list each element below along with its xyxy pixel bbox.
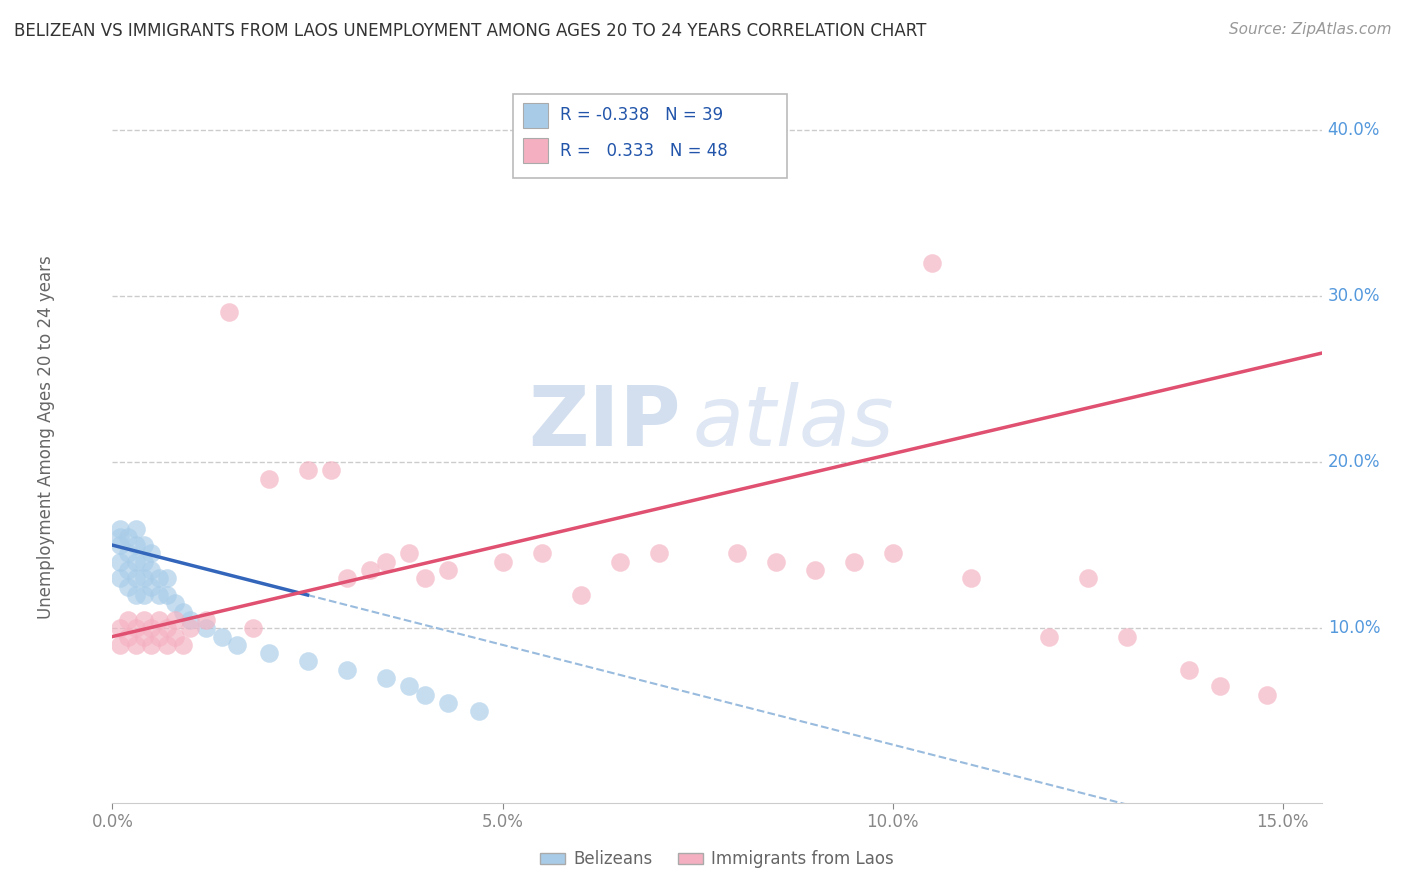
Point (226, 638, 249, 652)
Point (725, 546, 748, 560)
Point (132, 538, 155, 552)
Point (125, 538, 148, 552)
Point (132, 613, 155, 627)
Point (359, 563, 381, 577)
Point (141, 563, 163, 577)
Point (374, 555, 396, 569)
Point (569, 588, 592, 602)
Text: R = -0.338   N = 39: R = -0.338 N = 39 (560, 106, 723, 124)
Point (125, 555, 148, 569)
Point (117, 530, 139, 544)
Point (148, 571, 170, 585)
Point (647, 546, 669, 560)
Point (530, 546, 553, 560)
Point (141, 580, 163, 594)
Point (163, 596, 186, 610)
Point (110, 571, 132, 585)
Point (1209, 680, 1232, 694)
Point (156, 621, 179, 635)
Point (110, 555, 132, 569)
Point (1115, 630, 1137, 644)
Point (163, 613, 186, 627)
Point (132, 588, 155, 602)
Point (117, 563, 139, 577)
Point (110, 530, 132, 544)
Point (609, 555, 631, 569)
Text: Unemployment Among Ages 20 to 24 years: Unemployment Among Ages 20 to 24 years (37, 255, 55, 619)
Point (1038, 630, 1060, 644)
Point (398, 546, 420, 560)
Point (141, 546, 163, 560)
Point (132, 555, 155, 569)
Text: 30.0%: 30.0% (1327, 287, 1381, 305)
Text: atlas: atlas (693, 382, 894, 463)
Point (335, 571, 357, 585)
Point (172, 605, 194, 619)
Text: 20.0%: 20.0% (1327, 453, 1381, 471)
Point (218, 305, 240, 319)
Point (156, 571, 179, 585)
Point (179, 613, 201, 627)
Point (163, 630, 186, 644)
Point (413, 688, 436, 702)
Point (242, 621, 264, 635)
Point (141, 621, 163, 635)
Point (297, 463, 319, 477)
Point (110, 521, 132, 535)
Legend: Belizeans, Immigrants from Laos: Belizeans, Immigrants from Laos (533, 844, 901, 875)
Point (125, 521, 148, 535)
Point (110, 538, 132, 552)
Point (117, 613, 139, 627)
Point (125, 571, 148, 585)
Text: ZIP: ZIP (529, 382, 681, 463)
Point (179, 621, 201, 635)
Point (921, 255, 943, 269)
Point (437, 563, 460, 577)
Point (156, 638, 179, 652)
Point (110, 621, 132, 635)
Point (148, 630, 170, 644)
Point (156, 588, 179, 602)
Point (335, 663, 357, 677)
Point (491, 555, 513, 569)
Point (148, 613, 170, 627)
Point (148, 588, 170, 602)
Text: BELIZEAN VS IMMIGRANTS FROM LAOS UNEMPLOYMENT AMONG AGES 20 TO 24 YEARS CORRELAT: BELIZEAN VS IMMIGRANTS FROM LAOS UNEMPLO… (14, 22, 927, 40)
Point (765, 555, 787, 569)
Point (803, 563, 825, 577)
Point (959, 571, 981, 585)
Text: 10.0%: 10.0% (1327, 619, 1381, 637)
Point (257, 472, 280, 486)
Point (1178, 663, 1201, 677)
Text: R =   0.333   N = 48: R = 0.333 N = 48 (560, 142, 727, 160)
Point (195, 621, 218, 635)
Point (132, 571, 155, 585)
Point (117, 580, 139, 594)
Point (125, 638, 148, 652)
Point (413, 571, 436, 585)
Point (257, 646, 280, 660)
Point (211, 630, 233, 644)
Point (842, 555, 865, 569)
Point (125, 588, 148, 602)
Point (132, 630, 155, 644)
Point (1256, 688, 1278, 702)
Point (398, 680, 420, 694)
Point (141, 638, 163, 652)
Point (110, 638, 132, 652)
Point (195, 613, 218, 627)
Point (882, 546, 904, 560)
Point (1077, 571, 1099, 585)
Point (172, 638, 194, 652)
Point (297, 655, 319, 669)
Point (437, 696, 460, 710)
Point (319, 463, 342, 477)
Point (374, 671, 396, 685)
Point (117, 630, 139, 644)
Point (125, 621, 148, 635)
Point (117, 546, 139, 560)
Text: Source: ZipAtlas.com: Source: ZipAtlas.com (1229, 22, 1392, 37)
Text: 40.0%: 40.0% (1327, 120, 1381, 138)
Point (468, 705, 491, 719)
